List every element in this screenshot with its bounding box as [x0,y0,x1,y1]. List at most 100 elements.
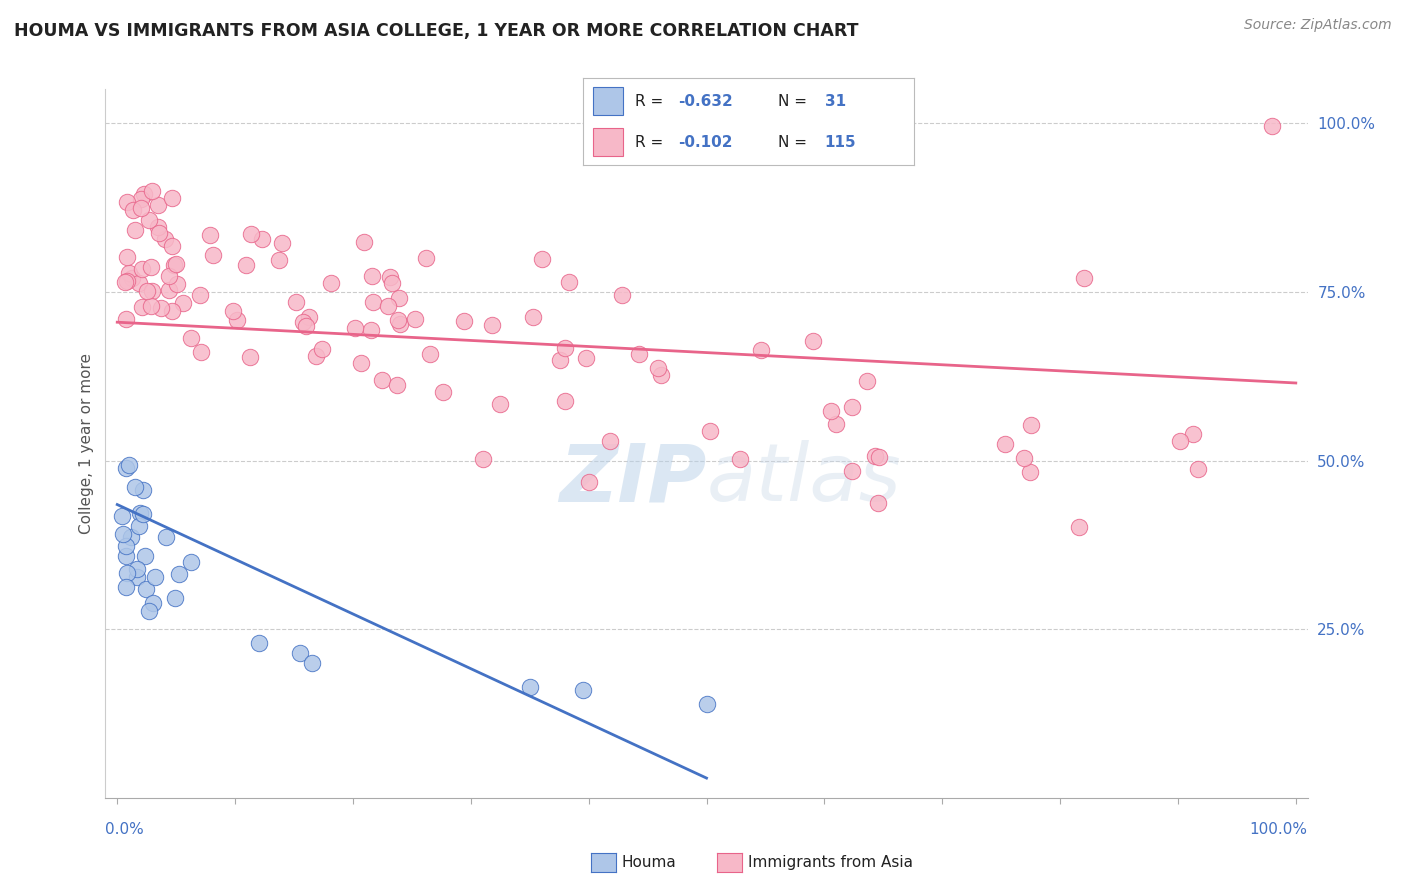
Point [1018,465,1040,479]
Point [696,697,718,711]
Text: atlas: atlas [707,441,901,518]
Point [699,424,721,438]
Point [387,312,409,326]
Point [115,460,138,475]
Point [994,436,1017,450]
Point [160,239,183,253]
Point [319,277,342,291]
Point [841,464,863,478]
Point [267,252,290,267]
Point [128,277,150,291]
Point [432,384,454,399]
Point [284,294,307,309]
Point [554,394,576,409]
Point [134,549,156,564]
Point [1168,434,1191,449]
Point [820,404,842,418]
Point [647,360,669,375]
Point [627,347,650,361]
Point [180,331,202,345]
Point [202,248,225,262]
Text: 31: 31 [825,94,846,109]
Point [578,475,600,489]
Text: -0.632: -0.632 [678,94,733,109]
Point [134,186,156,201]
Point [239,227,262,242]
Point [160,304,183,318]
Point [141,284,163,298]
Point [155,530,177,544]
Point [124,479,146,493]
Point [125,570,148,584]
Point [129,506,152,520]
Point [868,450,890,465]
Point [361,295,384,310]
Point [472,451,495,466]
Text: Immigrants from Asia: Immigrants from Asia [748,855,912,870]
Point [115,566,138,580]
Point [148,220,170,235]
Point [350,356,373,370]
Point [120,530,142,544]
Text: N =: N = [779,94,813,109]
Point [311,342,333,356]
Point [148,198,170,212]
Point [153,231,176,245]
Bar [593,128,623,156]
Point [1187,462,1209,476]
Point [118,267,141,281]
Point [730,451,752,466]
Point [200,227,222,242]
Point [128,519,150,533]
Point [453,314,475,328]
Text: Houma: Houma [621,855,676,870]
Point [121,271,143,285]
Point [159,283,181,297]
Point [288,646,311,660]
Point [131,301,153,315]
Point [1261,120,1284,134]
Point [188,288,211,302]
Point [135,582,157,597]
Point [222,303,245,318]
Point [856,374,879,388]
Point [801,334,824,348]
Point [519,680,541,694]
Point [165,591,187,605]
Point [114,276,136,290]
Point [114,539,136,553]
Point [138,604,160,618]
Point [131,261,153,276]
Point [131,507,153,521]
Point [868,496,890,510]
Text: 100.0%: 100.0% [1250,822,1308,837]
Bar [593,87,623,115]
Point [305,349,328,363]
Point [180,555,202,569]
Point [415,252,437,266]
Point [650,368,672,383]
Point [117,250,139,264]
Point [371,373,394,387]
Point [157,268,180,283]
Point [388,291,411,305]
Point [166,257,188,271]
Point [292,315,315,329]
Point [129,202,152,216]
Y-axis label: College, 1 year or more: College, 1 year or more [79,353,94,534]
Point [531,252,554,266]
Point [343,320,366,334]
Point [150,301,173,315]
Text: HOUMA VS IMMIGRANTS FROM ASIA COLLEGE, 1 YEAR OR MORE CORRELATION CHART: HOUMA VS IMMIGRANTS FROM ASIA COLLEGE, 1… [14,22,859,40]
Point [1073,271,1095,285]
Text: 0.0%: 0.0% [105,822,145,837]
Text: 115: 115 [825,135,856,150]
Point [554,342,576,356]
Point [167,567,190,582]
Point [360,324,382,338]
Point [1019,417,1042,432]
Point [404,312,426,326]
Point [389,318,412,332]
Point [166,277,188,291]
Point [610,288,633,302]
